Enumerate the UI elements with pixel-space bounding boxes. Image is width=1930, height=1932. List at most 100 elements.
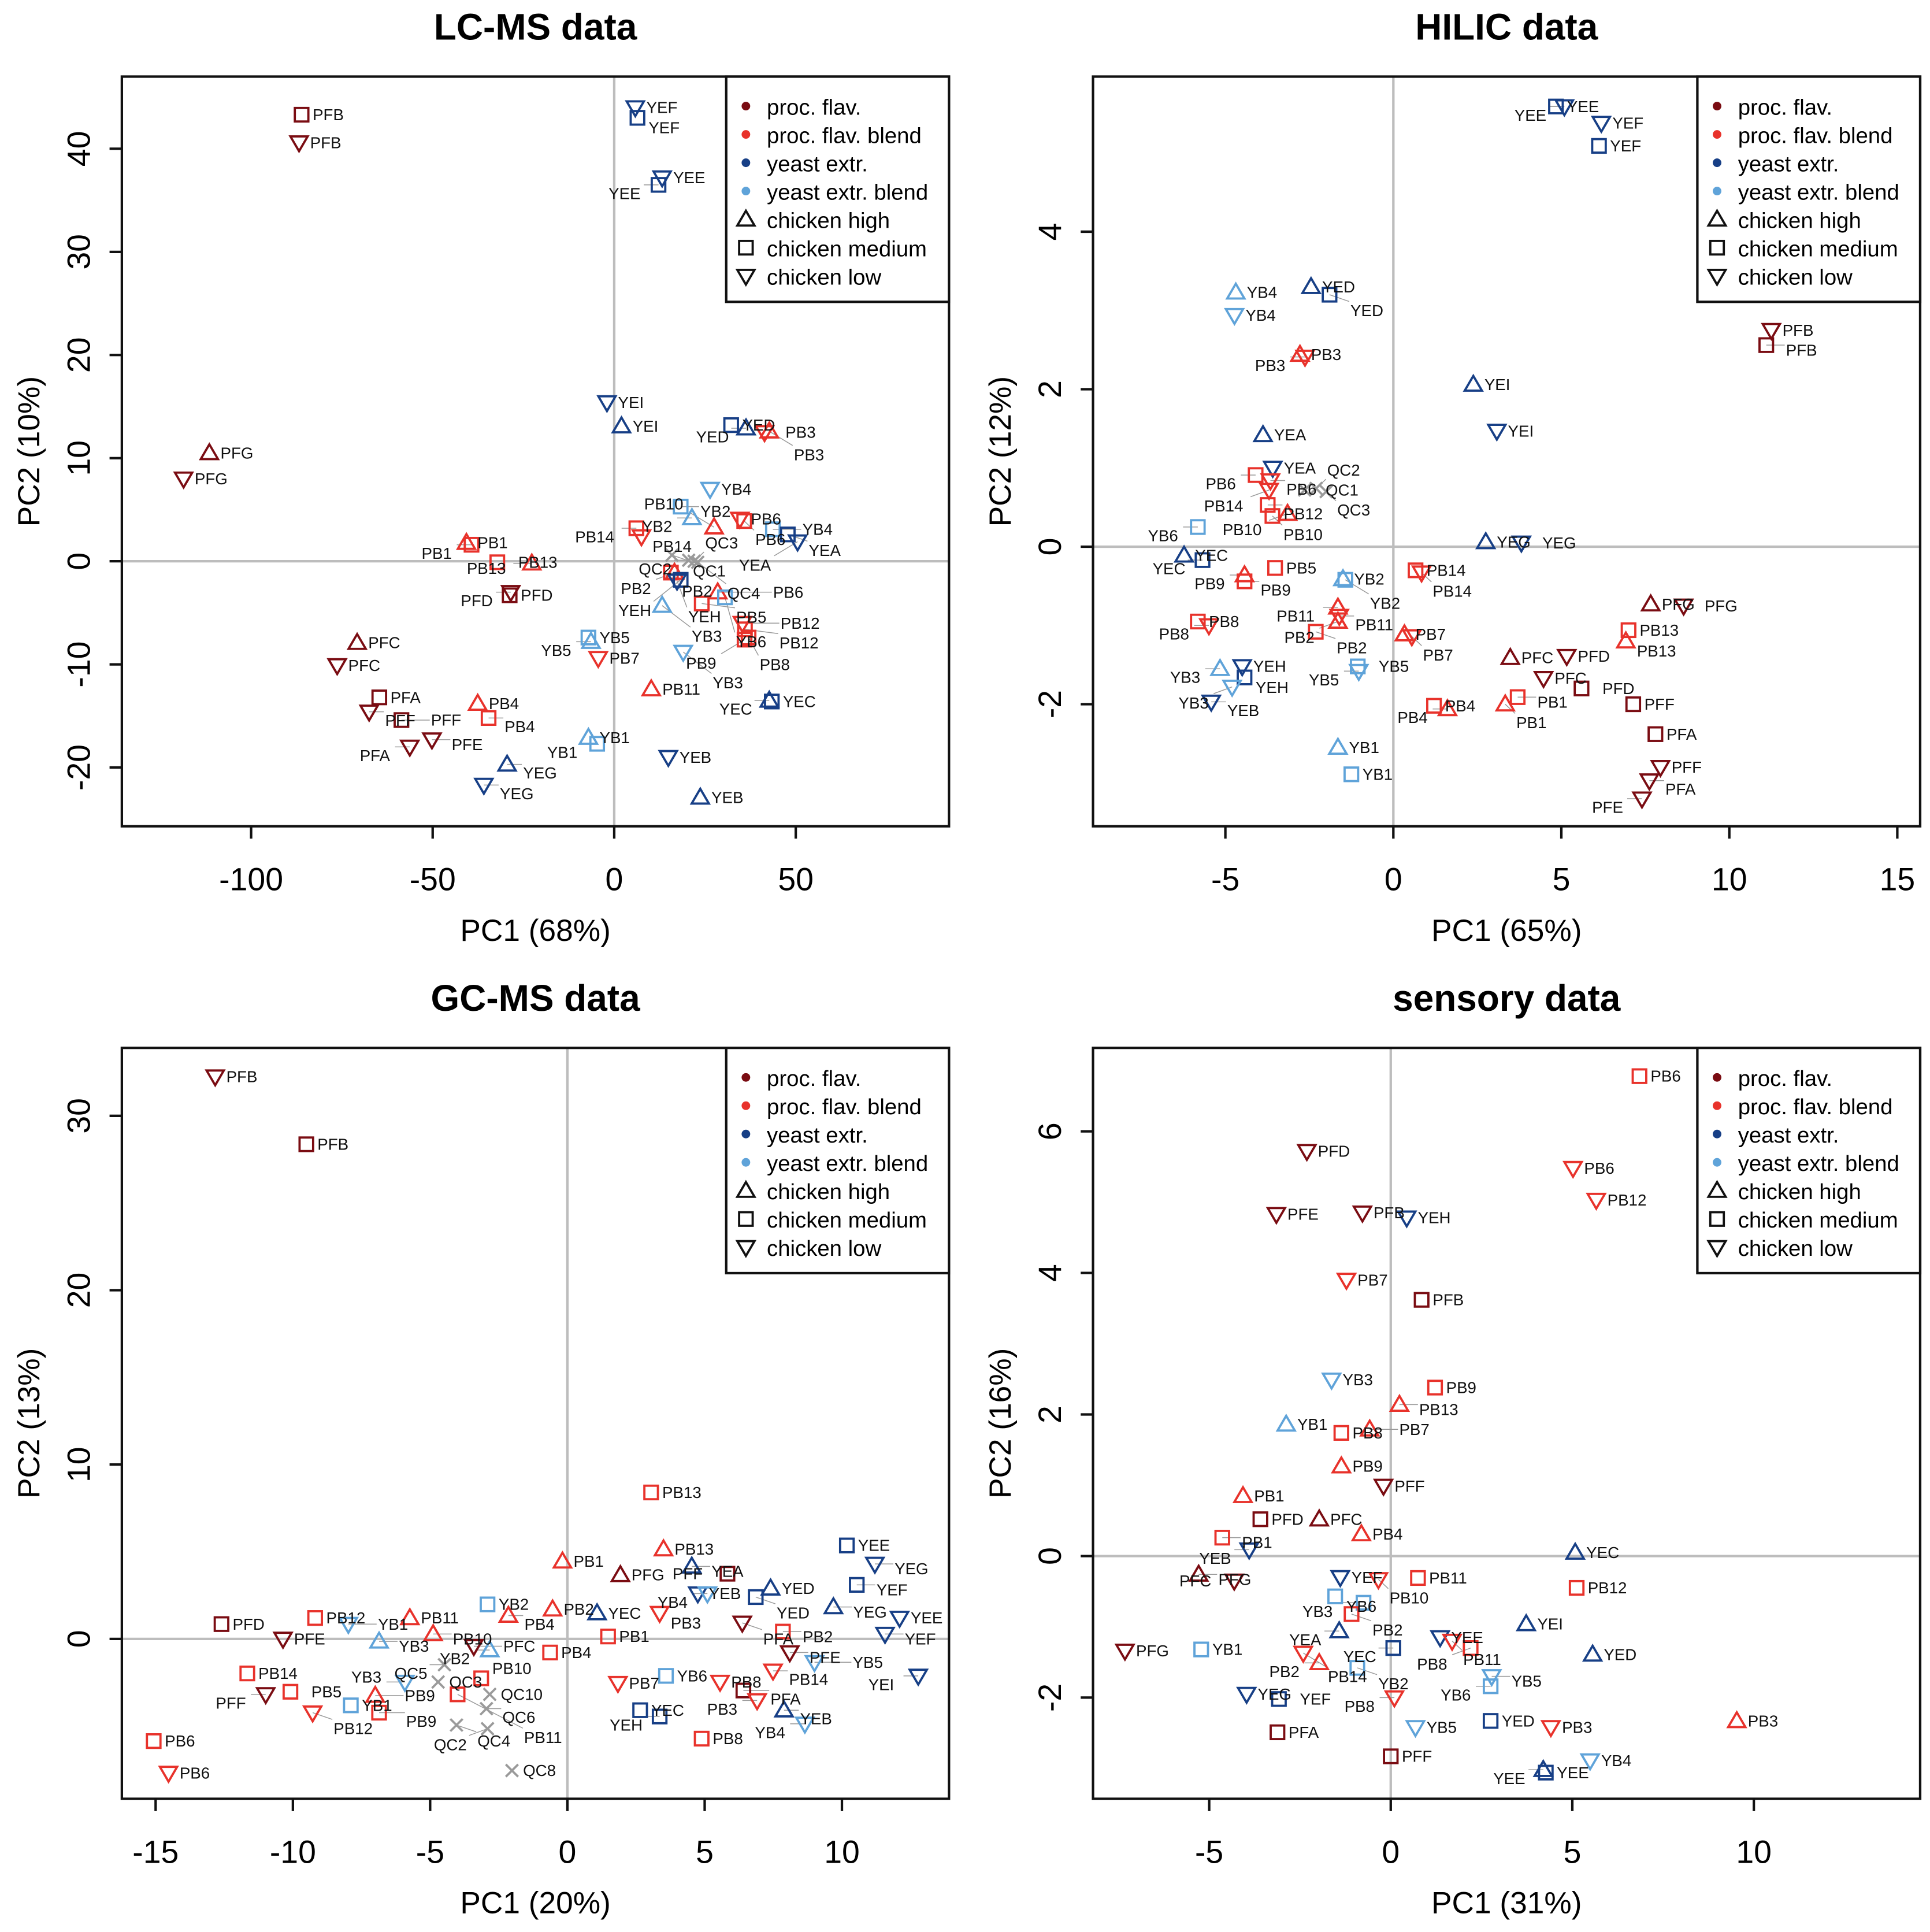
legend-entry: yeast extr. [1738, 152, 1839, 177]
square-marker [775, 1623, 791, 1640]
y-tick-label: 30 [61, 1098, 96, 1134]
square-marker [651, 1708, 668, 1725]
point-label: PB2 [621, 580, 651, 598]
point-label: QC10 [501, 1685, 543, 1703]
point-label: PFB [1786, 341, 1817, 359]
point-label: YEI [1508, 422, 1534, 440]
point-label: PFE [452, 736, 483, 754]
square-marker [489, 554, 506, 570]
triangle-down-marker [754, 425, 775, 443]
triangle-up-marker [1359, 1418, 1380, 1437]
point-label: YEF [1300, 1690, 1331, 1708]
point-label: YEI [1537, 1615, 1563, 1633]
triangle-down-marker [1223, 1573, 1245, 1592]
point-label: YEI [633, 417, 659, 435]
point-label: YB5 [853, 1653, 883, 1671]
point-label: PFD [461, 592, 492, 610]
y-tick-label: 6 [1032, 1122, 1068, 1140]
point-label: PB10 [1283, 525, 1323, 543]
triangle-up-marker [823, 1596, 844, 1615]
point-label: YEE [673, 169, 705, 187]
legend-marker-down [735, 269, 757, 287]
triangle-down-marker [1430, 1630, 1451, 1649]
legend-box [1696, 75, 1922, 303]
triangle-down-marker [1556, 648, 1578, 668]
legend-entry: yeast extr. [767, 1123, 868, 1148]
y-tick-label: 0 [1032, 538, 1068, 556]
points [1114, 1068, 1747, 1781]
point-label: PB13 [467, 559, 506, 577]
point-label: PFE [810, 1649, 841, 1667]
point-label: YB4 [1247, 283, 1277, 301]
point-label: PFD [521, 587, 552, 605]
triangle-down-marker [1586, 1192, 1607, 1211]
point-label: PFF [673, 1565, 703, 1583]
triangle-down-marker [1321, 1372, 1342, 1391]
point-label: YB1 [547, 743, 577, 761]
point-label: QC2 [1327, 461, 1360, 479]
point-label: PB5 [736, 608, 766, 626]
point-label: PB10 [644, 495, 684, 513]
triangle-down-marker [463, 1638, 485, 1657]
points [1173, 98, 1782, 810]
point-label: PB2 [1285, 629, 1315, 647]
y-tick-label: 0 [61, 1630, 96, 1648]
triangle-up-marker [610, 1564, 631, 1582]
point-label: YEE [1567, 98, 1599, 116]
legend-entry: proc. flav. blend [767, 124, 922, 149]
point-label: PB1 [477, 534, 507, 552]
square-marker [736, 632, 753, 648]
point-label: PFA [1665, 780, 1696, 798]
leader-line [1213, 686, 1233, 694]
point-label: YEH [610, 1716, 643, 1734]
point-label: PB13 [518, 554, 558, 572]
triangle-down-marker [1579, 1753, 1601, 1772]
square-marker [643, 1484, 659, 1501]
point-label: PB8 [712, 1730, 743, 1748]
point-label: YB2 [642, 518, 672, 536]
y-tick-label: 4 [1032, 1264, 1068, 1282]
point-label: PB4 [1445, 697, 1475, 715]
point-label: YB3 [1343, 1371, 1373, 1389]
point-label: YEC [608, 1604, 641, 1622]
square-marker [239, 1665, 255, 1682]
point-label: PB8 [1417, 1655, 1447, 1673]
point-label: PB7 [1357, 1271, 1387, 1289]
square-marker [1308, 624, 1324, 640]
point-label: PB3 [671, 1614, 701, 1632]
x-tick-label: 5 [1564, 1834, 1582, 1870]
square-marker [1237, 573, 1253, 589]
legend-marker-dot [741, 1158, 751, 1167]
x-marker [431, 1675, 446, 1689]
triangle-down-marker [473, 777, 495, 796]
triangle-up-marker [346, 632, 368, 650]
point-label: PB3 [794, 446, 824, 463]
point-label: YB4 [803, 520, 833, 538]
triangle-up-marker [365, 1685, 386, 1703]
triangle-down-marker [255, 1687, 277, 1705]
point-label: PB4 [1397, 709, 1427, 726]
leader-line [662, 605, 691, 628]
triangle-up-marker [1475, 531, 1497, 550]
triangle-down-marker [1231, 659, 1253, 677]
point-label: YEE [1515, 106, 1546, 124]
point-label: QC2 [434, 1736, 467, 1754]
point-label: PB3 [1748, 1712, 1778, 1730]
point-label: PB6 [755, 531, 785, 548]
square-marker [673, 498, 689, 515]
point-label: PFF [216, 1694, 246, 1712]
point-label: YB2 [440, 1650, 470, 1668]
x-tick-label: 15 [1880, 861, 1916, 897]
x-tick-label: 5 [1553, 861, 1571, 897]
y-tick-label: 30 [61, 234, 96, 270]
point-label: PB6 [165, 1732, 195, 1750]
point-label: YEG [523, 764, 556, 782]
point-label: YB1 [1363, 765, 1393, 783]
point-label: PFG [220, 444, 253, 462]
square-marker [1327, 1588, 1343, 1604]
plot-frame [1092, 75, 1922, 828]
y-tick-label: -2 [1032, 1683, 1068, 1712]
point-label: PB7 [1399, 1421, 1429, 1438]
triangle-down-marker [1258, 483, 1280, 501]
legend-entry: chicken high [1738, 209, 1861, 233]
